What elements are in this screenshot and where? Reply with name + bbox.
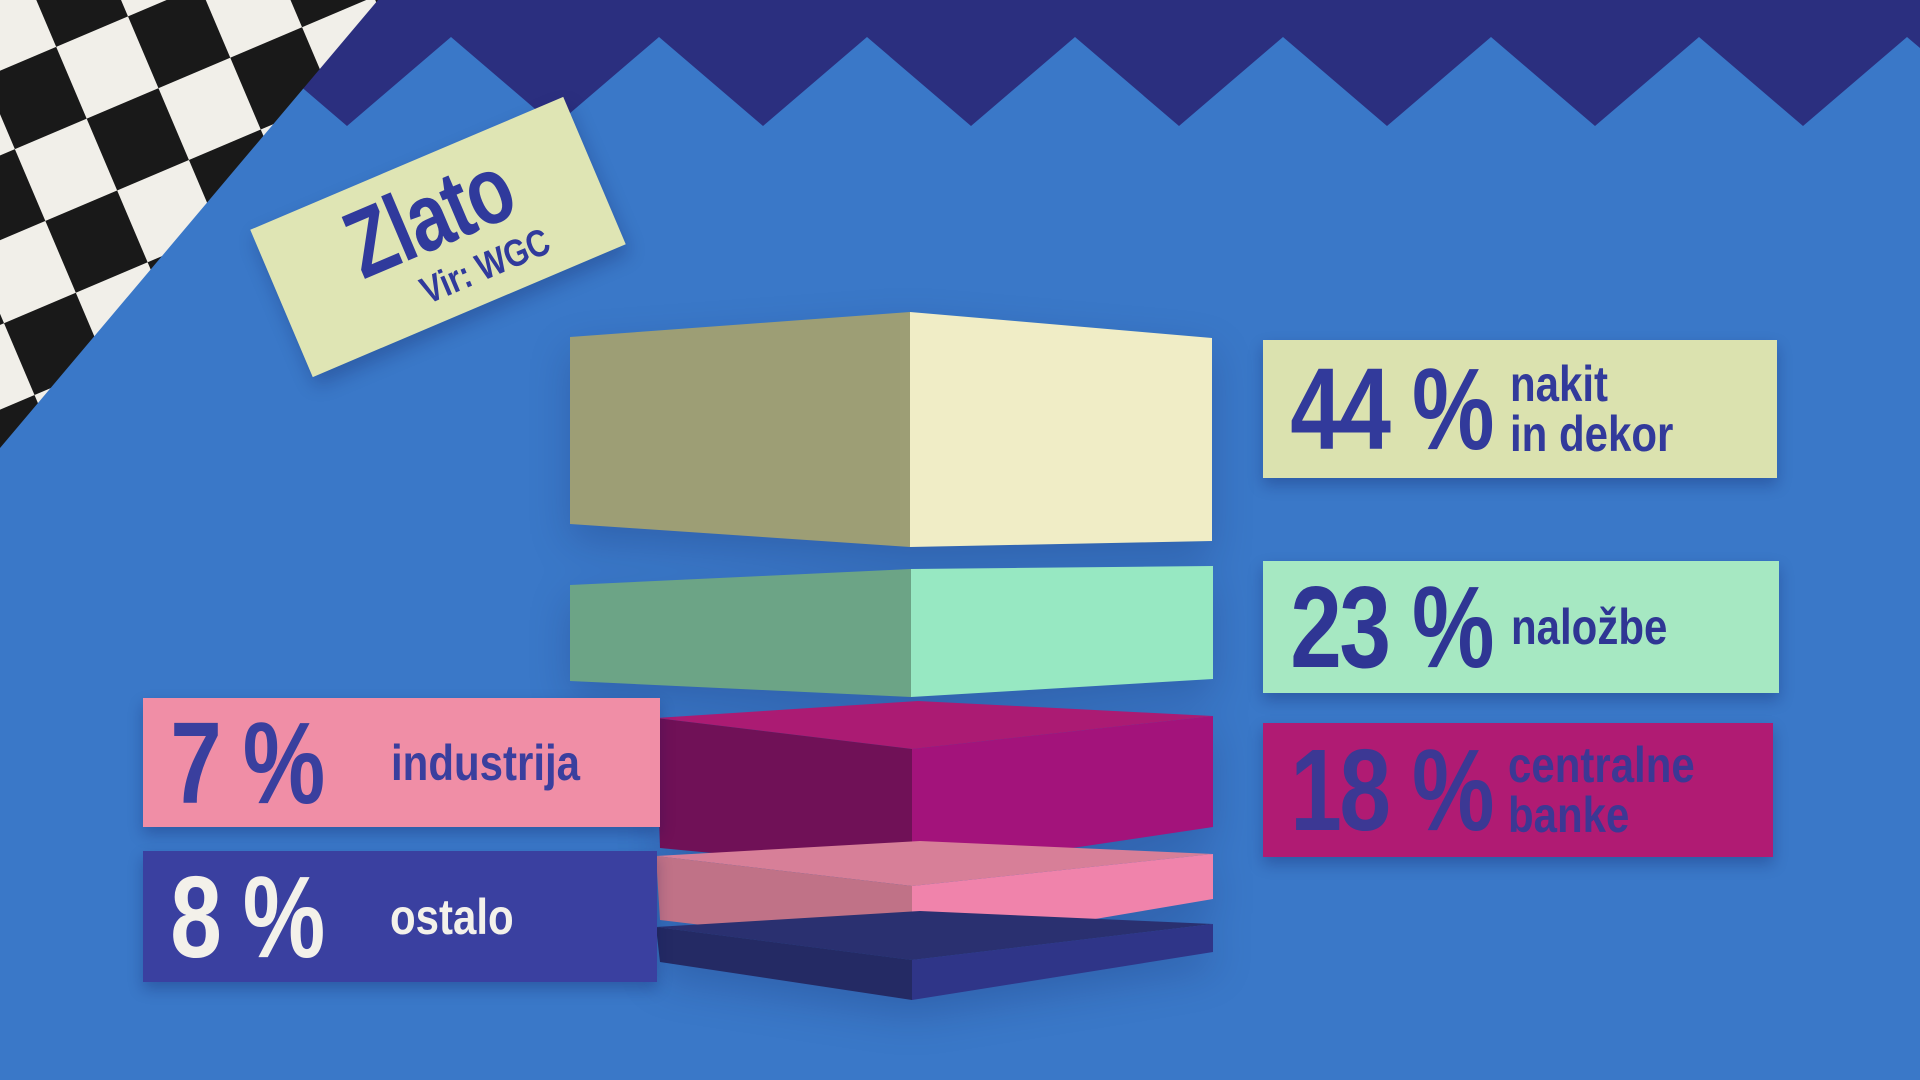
badge-label-line1: ostalo (389, 888, 514, 945)
layer-centralne-top-face (656, 701, 1213, 749)
zigzag-border (0, 0, 1920, 126)
badge-label-line1: naložbe (1510, 599, 1668, 655)
badge-ostalo: 8 % ostalo (143, 851, 657, 982)
badge-label-line1: centralne (1507, 737, 1695, 793)
badge-label: centralne banke (1508, 740, 1731, 840)
badge-value: 7 % (170, 697, 325, 828)
badge-label-line1: industrija (391, 734, 581, 791)
badge-value: 44 % (1290, 344, 1494, 474)
badge-nakit-in-dekor: 44 % nakit in dekor (1263, 340, 1777, 478)
layer-ostalo-left-face (656, 927, 912, 1000)
badge-centralne-banke: 18 % centralne banke (1263, 723, 1773, 857)
badge-value: 8 % (170, 851, 325, 982)
badge-label: ostalo (390, 892, 615, 942)
layer-nalozbe-right-face (911, 566, 1213, 697)
layer-nalozbe-left-face (570, 569, 911, 697)
layer-ostalo-top-face (656, 911, 1213, 960)
layer-centralne-left-face (656, 718, 912, 872)
badge-industrija: 7 % industrija (143, 697, 660, 828)
badge-label-line2: banke (1507, 787, 1630, 843)
badge-label: naložbe (1511, 602, 1736, 652)
badge-label: industrija (391, 738, 617, 788)
badge-value: 18 % (1290, 725, 1494, 855)
layer-nakit-left-face (570, 312, 910, 547)
layer-ostalo-right-face (912, 924, 1213, 1000)
layer-nakit-right-face (910, 312, 1212, 547)
badge-label-line1: nakit (1509, 356, 1608, 412)
layer-centralne-right-face (912, 716, 1213, 872)
badge-label: nakit in dekor (1510, 359, 1735, 459)
badge-nalozbe: 23 % naložbe (1263, 561, 1779, 693)
layer-industrija-top-face (656, 841, 1213, 886)
badge-value: 23 % (1290, 562, 1494, 692)
badge-label-line2: in dekor (1509, 406, 1674, 462)
